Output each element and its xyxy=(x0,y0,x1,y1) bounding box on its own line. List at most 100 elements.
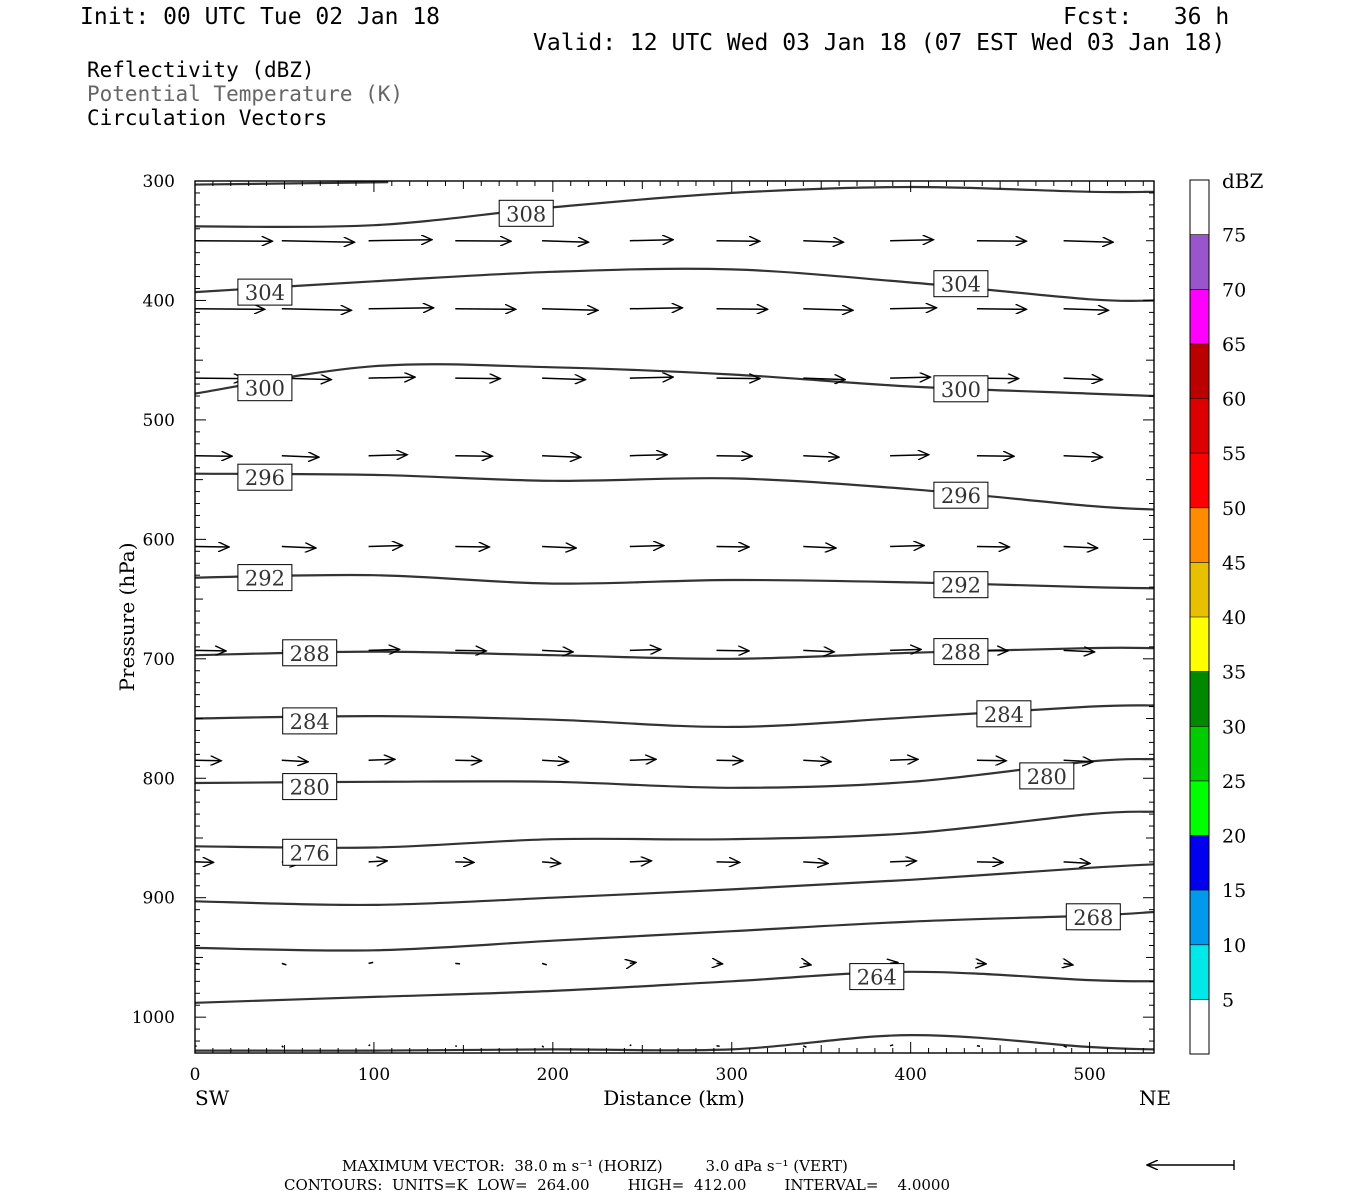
isentrope-264 xyxy=(194,970,1155,1004)
circulation-vector xyxy=(803,650,834,652)
circulation-vector xyxy=(455,962,461,965)
circulation-vector xyxy=(541,1045,545,1048)
contour-label-box xyxy=(976,700,1032,728)
circulation-vector xyxy=(976,241,1027,242)
circulation-vector xyxy=(542,309,598,311)
contour-label: 284 xyxy=(984,703,1024,727)
circulation-vector xyxy=(716,378,760,379)
circulation-vector xyxy=(455,547,489,548)
circulation-vector xyxy=(542,547,576,549)
circulation-vector xyxy=(716,650,750,651)
legend-reflectivity: Reflectivity (dBZ) xyxy=(87,58,315,82)
circulation-vector xyxy=(803,378,845,380)
circulation-vector xyxy=(542,650,573,652)
colorbar-label: 55 xyxy=(1222,443,1246,465)
circulation-vector xyxy=(890,240,933,241)
circulation-vector xyxy=(890,861,916,862)
circulation-vector xyxy=(1063,309,1109,311)
circulation-vector xyxy=(1063,1045,1068,1048)
contour-label-box xyxy=(933,375,989,403)
circulation-vector xyxy=(716,241,760,242)
circulation-vector xyxy=(281,962,287,966)
circulation-vector xyxy=(194,456,232,457)
circulation-vector xyxy=(194,378,245,379)
contour-label-box xyxy=(1019,762,1075,790)
circulation-vector xyxy=(629,240,673,241)
colorbar-segment xyxy=(1190,835,1209,891)
contour-label-layer: 308 304 304 300 300 296 296 292 292 288 288 284 284 2… xyxy=(237,199,1121,991)
colorbar-segment xyxy=(1190,507,1209,563)
circulation-vector xyxy=(194,547,229,548)
plot-frame xyxy=(194,180,1155,1054)
contour-label: 292 xyxy=(941,574,981,598)
isentrope-304 xyxy=(194,267,1155,303)
circulation-vector xyxy=(890,759,918,760)
circulation-vector xyxy=(803,862,828,864)
x-axis-end-left: SW xyxy=(195,1086,230,1110)
contour-label-box xyxy=(1065,903,1121,931)
circulation-vector xyxy=(716,547,750,548)
circulation-vector xyxy=(889,1044,894,1047)
isentrope-308 xyxy=(194,185,1155,229)
circulation-vector xyxy=(803,241,843,243)
circulation-vector xyxy=(716,1045,720,1048)
isentrope-296 xyxy=(194,472,1155,511)
circulation-vector xyxy=(802,1045,807,1048)
colorbar-label: 20 xyxy=(1222,826,1246,848)
contour-label: 280 xyxy=(1027,765,1067,789)
colorbar-label: 65 xyxy=(1222,334,1246,356)
contour-label-box xyxy=(237,564,293,592)
legend-circulation-vectors: Circulation Vectors xyxy=(87,106,328,130)
colorbar-label: 5 xyxy=(1222,989,1234,1011)
contour-label-box xyxy=(237,463,293,491)
circulation-vector xyxy=(281,309,352,311)
y-tick-label: 800 xyxy=(143,769,175,789)
circulation-vector xyxy=(976,1045,981,1048)
y-tick-label: 300 xyxy=(143,172,175,192)
circulation-vector xyxy=(281,1045,284,1048)
circulation-vector xyxy=(629,455,667,456)
circulation-vector xyxy=(976,309,1027,310)
y-tick-label: 400 xyxy=(143,291,175,311)
contour-label: 288 xyxy=(941,641,981,665)
contour-label: 300 xyxy=(941,378,981,402)
colorbar-segment xyxy=(1190,726,1209,781)
circulation-vector xyxy=(455,456,492,457)
colorbar-label: 30 xyxy=(1222,716,1246,738)
isentrope-284 xyxy=(194,704,1155,729)
circulation-vector xyxy=(455,241,511,242)
circulation-vector xyxy=(281,241,355,243)
circulation-vector xyxy=(194,309,265,310)
y-axis-title: Pressure (hPa) xyxy=(115,543,139,692)
circulation-vector xyxy=(281,547,316,549)
contour-label: 308 xyxy=(506,202,546,226)
circulation-vector xyxy=(194,760,221,761)
y-tick-label: 600 xyxy=(143,530,175,550)
circulation-vector xyxy=(368,455,408,456)
circulation-vector xyxy=(976,862,1003,863)
colorbar-label: 35 xyxy=(1222,662,1246,684)
axes-layer: 0 100 200 300 400 500 300 400 500 600 700 800 900 100… xyxy=(132,172,1155,1085)
contour-label-box xyxy=(933,481,989,509)
colorbar-segment xyxy=(1190,780,1209,836)
y-tick-label: 700 xyxy=(143,650,175,670)
contour-label-box xyxy=(498,199,554,227)
circulation-vector xyxy=(629,377,673,378)
contour-label-box xyxy=(933,270,989,298)
contour-label-box xyxy=(933,571,989,599)
circulation-vector xyxy=(630,962,636,963)
circulation-vector xyxy=(629,861,652,862)
circulation-vector xyxy=(890,377,930,378)
colorbar-segment xyxy=(1190,671,1209,727)
circulation-vector xyxy=(455,309,516,310)
isentrope-280 xyxy=(194,757,1155,789)
contour-label-box xyxy=(237,278,293,306)
colorbar-segment xyxy=(1190,617,1209,672)
colorbar-segment xyxy=(1190,180,1209,235)
circulation-vector xyxy=(194,650,226,651)
isentrope-fragment xyxy=(194,181,389,186)
contour-label: 264 xyxy=(857,966,897,990)
x-tick-label: 400 xyxy=(894,1065,926,1085)
circulation-vector xyxy=(542,862,561,864)
valid-time: Valid: 12 UTC Wed 03 Jan 18 (07 EST Wed … xyxy=(533,30,1226,56)
